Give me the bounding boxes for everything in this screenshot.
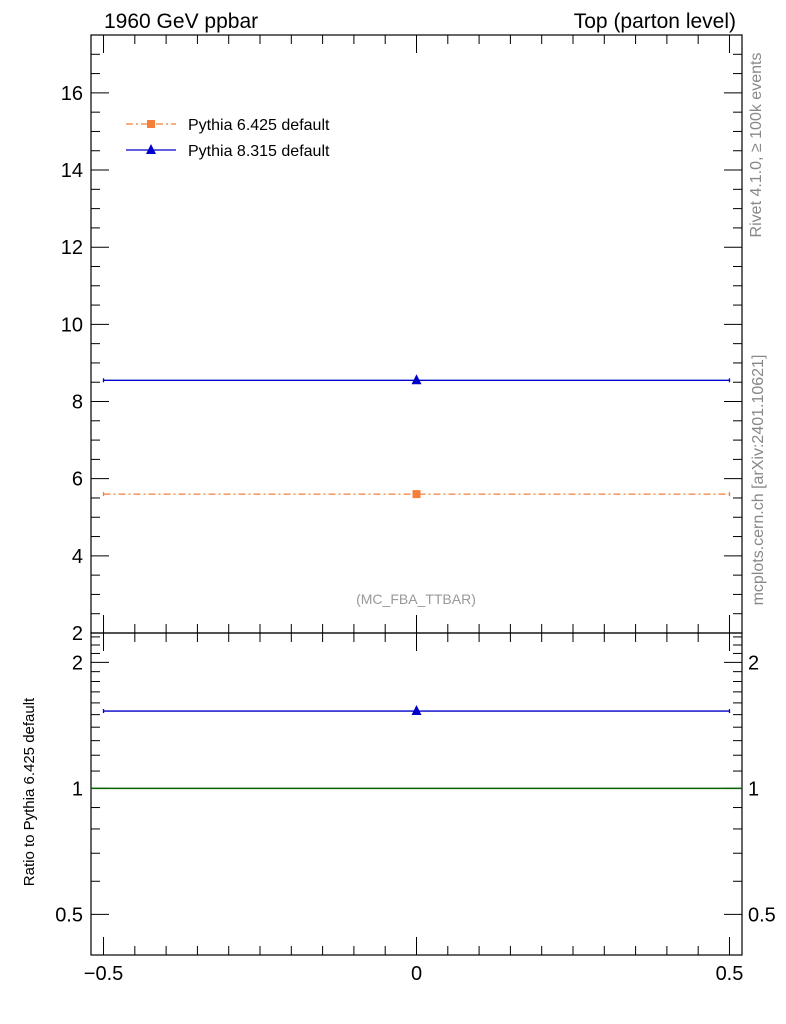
main-ytick-label: 10 xyxy=(61,314,83,336)
legend-marker-pythia8 xyxy=(146,144,156,154)
main-ytick-label: 8 xyxy=(72,392,83,414)
main-y-ticks: 2 4 6 8 10 12 14 16 xyxy=(61,34,742,645)
main-series-marker-0 xyxy=(412,490,421,499)
ratio-ytick-label: 1 xyxy=(72,778,83,800)
main-ytick-label: 6 xyxy=(72,469,83,491)
ratio-ytick-label-right: 0.5 xyxy=(748,904,776,926)
title-left: 1960 GeV ppbar xyxy=(104,10,258,33)
ratio-series xyxy=(91,705,742,790)
main-panel: 2 4 6 8 10 12 14 16 (MC_FBA_TTBAR) Pythia 6.425… xyxy=(61,34,743,645)
x-axis: −0.5 0 0.5 xyxy=(84,35,744,985)
main-ytick-label: 2 xyxy=(72,623,83,645)
ratio-series-marker-0 xyxy=(411,705,422,716)
ratio-ylabel: Ratio to Pythia 6.425 default xyxy=(21,697,38,886)
xtick-label: −0.5 xyxy=(84,963,123,985)
main-ytick-label: 12 xyxy=(61,237,83,259)
xtick-label: 0 xyxy=(411,963,422,985)
legend-label-pythia8: Pythia 8.315 default xyxy=(188,143,330,160)
title-right: Top (parton level) xyxy=(574,10,736,33)
ratio-ytick-label: 2 xyxy=(72,652,83,674)
main-ytick-label: 4 xyxy=(72,546,83,568)
main-ytick-label: 16 xyxy=(61,83,83,105)
ratio-y-ticks: 0.5 0.5 1 1 2 2 xyxy=(55,636,776,926)
main-series-marker-1 xyxy=(411,374,422,385)
legend: Pythia 6.425 default Pythia 8.315 defaul… xyxy=(126,117,330,160)
watermark: (MC_FBA_TTBAR) xyxy=(356,591,476,607)
ratio-ytick-label-right: 2 xyxy=(748,652,759,674)
ratio-ytick-label: 0.5 xyxy=(55,904,83,926)
ratio-panel: 0.5 0.5 1 1 2 2 Ratio to Pythia 6.425 default xyxy=(21,632,776,956)
main-series xyxy=(102,374,731,499)
ratio-frame xyxy=(90,632,743,956)
source-label: mcplots.cern.ch [arXiv:2401.10621] xyxy=(750,355,767,606)
legend-label-pythia6: Pythia 6.425 default xyxy=(188,117,330,134)
legend-marker-pythia6 xyxy=(147,120,155,128)
main-ytick-label: 14 xyxy=(61,160,83,182)
ratio-ytick-label-right: 1 xyxy=(748,778,759,800)
xtick-label: 0.5 xyxy=(716,963,744,985)
rivet-label: Rivet 4.1.0, ≥ 100k events xyxy=(748,53,765,238)
